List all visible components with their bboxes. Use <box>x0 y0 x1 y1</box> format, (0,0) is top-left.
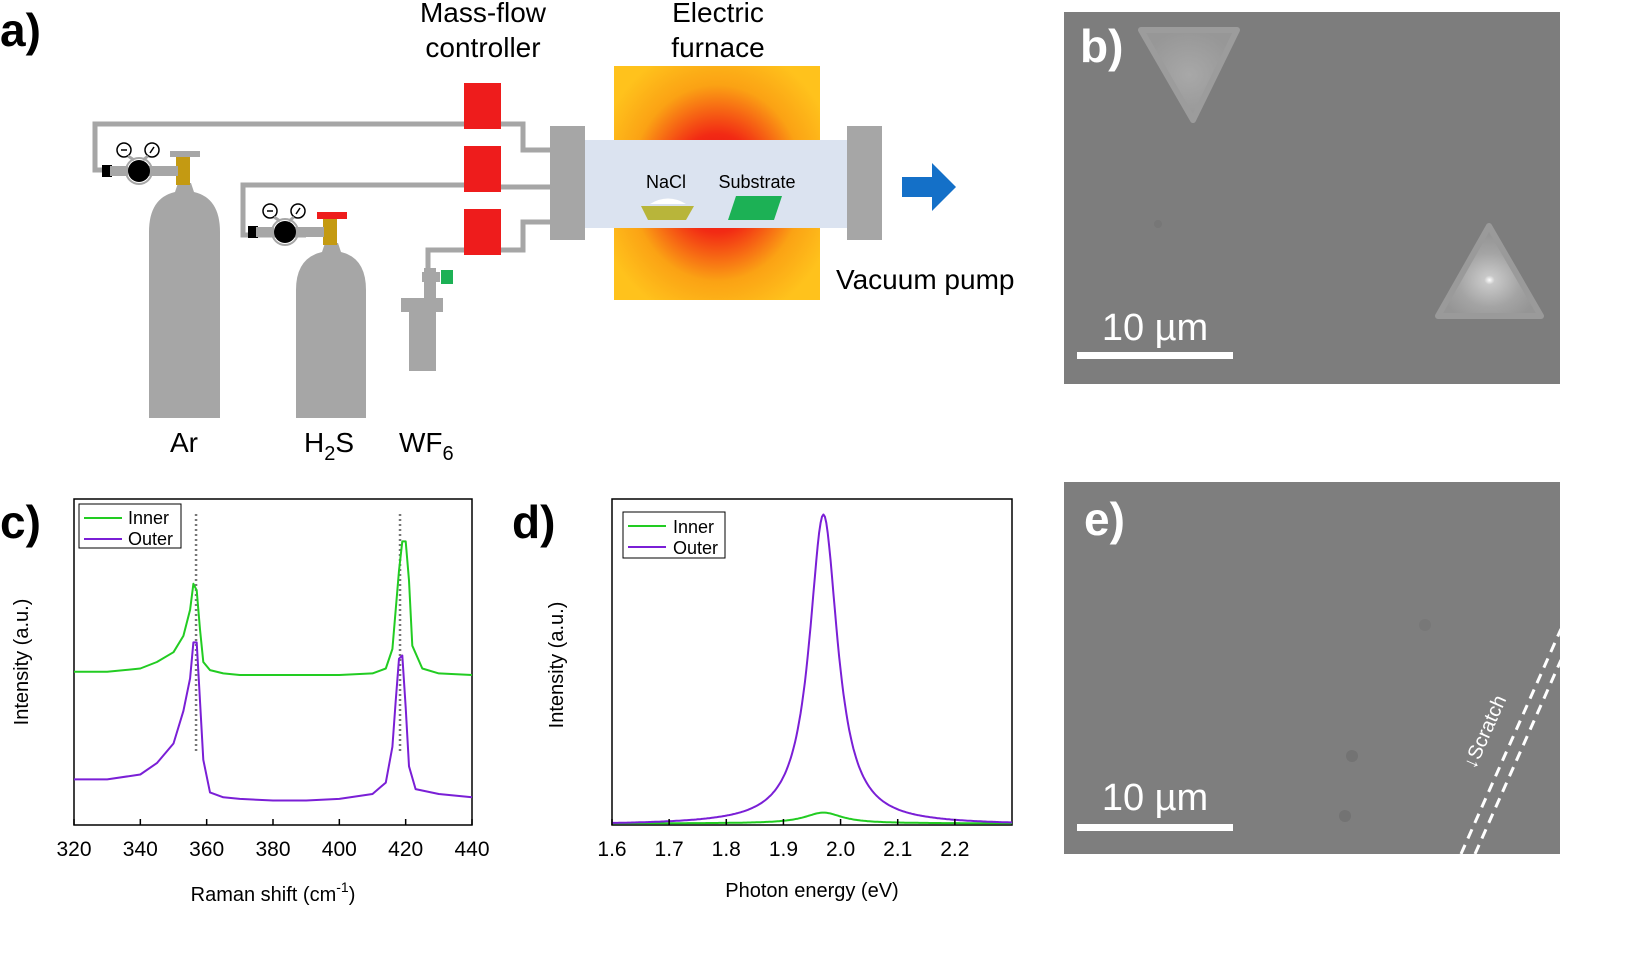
pl-legend: Inner Outer <box>622 511 726 559</box>
pl-y-axis-label: Intensity (a.u.) <box>546 602 568 729</box>
scale-bar-b <box>1077 352 1233 359</box>
substrate-icon <box>728 196 782 220</box>
raman-x-tick-label: 420 <box>388 838 423 861</box>
h2s-cylinder <box>296 212 366 418</box>
raman-x-tick-label: 440 <box>454 838 489 861</box>
raman-series-inner <box>74 540 473 676</box>
pl-x-axis-label: Photon energy (eV) <box>725 880 898 902</box>
mass-flow-controller-2 <box>464 146 501 192</box>
scale-bar-e <box>1077 824 1233 831</box>
panel-d-label: d) <box>512 496 555 548</box>
sem-speck <box>1339 810 1351 822</box>
gas-h2s-label: H2S <box>304 427 354 465</box>
nacl-powder <box>650 198 686 204</box>
mass-flow-controller-3 <box>464 209 501 255</box>
pl-series-outer <box>611 513 1013 824</box>
pl-x-tick-label: 2.2 <box>940 838 969 861</box>
tube-flange-right <box>847 126 882 240</box>
raman-x-tick-label: 400 <box>322 838 357 861</box>
sem-speck <box>1419 619 1431 631</box>
wf6-canister <box>401 268 453 371</box>
panel-b-sem-image: b) 10 µm <box>1064 12 1560 384</box>
sem-speck <box>1346 750 1358 762</box>
furnace-label-line2: furnace <box>671 32 764 63</box>
nacl-boat-icon <box>641 206 694 220</box>
h2s-regulator-icon <box>248 203 324 246</box>
gas-ar-label: Ar <box>170 427 198 458</box>
furnace-label-line1: Electric <box>672 0 764 28</box>
scratch-line-1 <box>1459 628 1563 855</box>
ar-cylinder <box>149 151 220 418</box>
pl-x-tick-label: 1.8 <box>712 838 741 861</box>
tube-flange-left <box>550 126 585 240</box>
ar-regulator-icon <box>102 142 178 185</box>
panel-b-label: b) <box>1080 20 1123 72</box>
panel-e-label: e) <box>1084 493 1125 545</box>
sem-speck <box>1154 220 1162 228</box>
pl-x-tick-label: 1.7 <box>655 838 684 861</box>
sem-image-e <box>1064 482 1560 854</box>
panel-a-label: a) <box>0 4 41 56</box>
legend-label-outer: Outer <box>128 529 173 549</box>
triangle-flake-2 <box>1435 223 1544 319</box>
mass-flow-controller-1 <box>464 83 501 129</box>
raman-x-tick-label: 320 <box>56 838 91 861</box>
vacuum-label: Vacuum pump <box>836 264 1014 295</box>
mfc-label-line2: controller <box>425 32 540 63</box>
pl-series-inner <box>612 811 1012 825</box>
scratch-line-2 <box>1473 659 1563 855</box>
legend-label-inner: Inner <box>128 508 169 528</box>
wf6-line <box>425 247 468 275</box>
mfc-label-line1: Mass-flow <box>420 0 547 28</box>
panel-e-sem-image: ↓Scratch e) 10 µm <box>1064 482 1563 855</box>
raman-legend: Inner Outer <box>78 503 182 549</box>
mfc-out-3 <box>500 219 552 253</box>
quartz-tube <box>584 140 848 228</box>
raman-x-tick-label: 360 <box>189 838 224 861</box>
pl-x-tick-label: 1.9 <box>769 838 798 861</box>
ar-valve-icon <box>176 155 190 185</box>
gas-wf6-label: WF6 <box>399 427 454 465</box>
pl-x-tick-label: 2.0 <box>826 838 855 861</box>
raman-chart: c) 320 340 360 380 400 420 440 Intensity (a.u.… <box>0 496 490 906</box>
pl-x-tick-label: 2.1 <box>883 838 912 861</box>
vacuum-arrow-icon <box>902 163 956 211</box>
scale-bar-e-label: 10 µm <box>1102 777 1208 819</box>
raman-series-outer <box>74 641 473 802</box>
h2s-valve-icon <box>323 218 337 245</box>
panel-a-schematic: a) NaCl Substrate Vacuum pump Mass-flow <box>0 0 1014 465</box>
mfc-out-1 <box>500 121 552 153</box>
panel-c-label: c) <box>0 496 41 548</box>
legend-label-inner: Inner <box>673 517 714 537</box>
substrate-label: Substrate <box>718 172 795 192</box>
pl-chart: d) 1.6 1.7 1.8 1.9 2.0 2.1 2.2 Intensity (a.u.… <box>512 496 1013 902</box>
raman-x-tick-label: 340 <box>123 838 158 861</box>
sem-image-b <box>1064 12 1560 384</box>
scale-bar-b-label: 10 µm <box>1102 307 1208 349</box>
pl-x-tick-label: 1.6 <box>597 838 626 861</box>
raman-y-axis-label: Intensity (a.u.) <box>11 599 33 726</box>
legend-label-outer: Outer <box>673 538 718 558</box>
triangle-flake-1 <box>1138 27 1240 123</box>
raman-x-axis-label: Raman shift (cm-1) <box>191 879 356 906</box>
pl-plot-frame <box>611 498 1013 826</box>
nacl-label: NaCl <box>646 172 686 192</box>
raman-x-tick-label: 380 <box>255 838 290 861</box>
wf6-valve-icon <box>441 270 453 284</box>
